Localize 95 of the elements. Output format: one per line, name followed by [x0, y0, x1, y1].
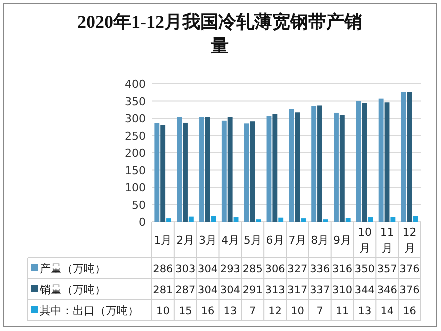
bar [278, 218, 284, 222]
x-tick-label: 9月 [334, 234, 352, 247]
y-tick-label: 50 [132, 198, 146, 212]
data-label: 304 [220, 284, 241, 296]
data-label: 346 [377, 284, 398, 296]
data-label: 13 [224, 306, 238, 318]
x-tick-label: 6月 [266, 234, 284, 247]
legend-label: 其中：出口（万吨） [40, 304, 139, 318]
data-label: 286 [153, 264, 174, 276]
data-label: 12 [268, 306, 282, 318]
chart-title: 2020年1-12月我国冷轧薄宽钢带产销量 [78, 12, 362, 56]
x-tick-label: 3月 [199, 234, 218, 247]
bar [334, 112, 339, 222]
bar [378, 98, 384, 222]
x-tick-label: 5月 [244, 234, 262, 247]
data-label: 287 [176, 284, 196, 296]
bar [340, 115, 345, 222]
data-label: 16 [201, 306, 216, 318]
data-label: 10 [291, 306, 304, 318]
bar [188, 216, 194, 222]
bar [211, 216, 216, 222]
data-label: 293 [220, 264, 240, 276]
bar [222, 120, 227, 222]
bar [244, 124, 250, 222]
data-label: 10 [156, 306, 170, 318]
bar [183, 122, 188, 222]
x-tick-label: 1月 [154, 234, 172, 247]
bar [250, 122, 256, 222]
y-tick-label: 250 [125, 130, 146, 143]
data-label: 303 [176, 264, 196, 276]
x-tick-label: 7月 [288, 234, 307, 247]
y-tick-label: 100 [125, 182, 146, 194]
bar [401, 92, 406, 222]
data-label: 376 [400, 264, 420, 276]
data-label: 16 [403, 306, 417, 318]
x-tick-label: 12月 [402, 226, 417, 255]
y-tick-label: 200 [125, 147, 146, 160]
data-label: 7 [316, 306, 324, 318]
y-tick-label: 400 [125, 78, 146, 91]
bar [368, 218, 374, 222]
data-label: 336 [310, 264, 330, 276]
data-label: 291 [242, 284, 263, 296]
bar [289, 109, 294, 222]
bar [160, 125, 166, 222]
bar [413, 216, 418, 222]
data-label: 337 [310, 284, 330, 296]
x-tick-label: 2月 [176, 234, 195, 247]
data-label: 317 [288, 284, 308, 296]
bar [200, 117, 204, 222]
x-tick-label: 10月 [358, 226, 372, 255]
bar [318, 106, 322, 222]
data-label: 306 [265, 264, 286, 276]
bar [205, 117, 210, 222]
legend-label: 销量（万吨） [39, 284, 106, 296]
bar [234, 218, 239, 222]
bar [356, 101, 362, 222]
bar [166, 218, 172, 222]
data-label: 13 [358, 306, 372, 318]
data-label: 350 [354, 264, 375, 276]
data-label: 327 [288, 264, 308, 276]
data-label: 304 [198, 264, 218, 276]
data-label: 285 [242, 264, 263, 276]
x-tick-label: 8月 [311, 234, 330, 247]
data-label: 344 [354, 284, 376, 296]
data-label: 313 [265, 284, 286, 296]
data-label: 310 [332, 284, 353, 296]
bar [362, 103, 368, 222]
data-label: 281 [153, 284, 174, 296]
bar [266, 116, 272, 222]
bar [154, 123, 160, 222]
y-tick-label: 150 [125, 164, 146, 178]
x-tick-label: 11月 [380, 226, 394, 255]
y-tick-label: 0 [139, 216, 146, 229]
data-label: 15 [178, 306, 192, 318]
bar [295, 112, 300, 222]
bar [407, 92, 412, 222]
data-label: 357 [377, 264, 398, 276]
bar [228, 117, 233, 222]
legend-label: 产量（万吨） [40, 262, 106, 276]
bar [384, 102, 390, 222]
bar [301, 218, 306, 222]
bar [177, 117, 182, 222]
bar [272, 114, 278, 222]
data-label: 376 [400, 284, 420, 296]
data-label: 7 [250, 306, 256, 318]
data-label: 316 [332, 264, 353, 276]
bar [346, 218, 351, 222]
bar [390, 217, 396, 222]
y-tick-label: 350 [125, 95, 146, 108]
data-label: 11 [336, 306, 350, 318]
bar [312, 106, 317, 222]
data-label: 14 [380, 306, 394, 318]
y-tick-label: 300 [125, 112, 146, 126]
data-label: 304 [198, 284, 218, 296]
x-tick-label: 4月 [221, 234, 240, 247]
